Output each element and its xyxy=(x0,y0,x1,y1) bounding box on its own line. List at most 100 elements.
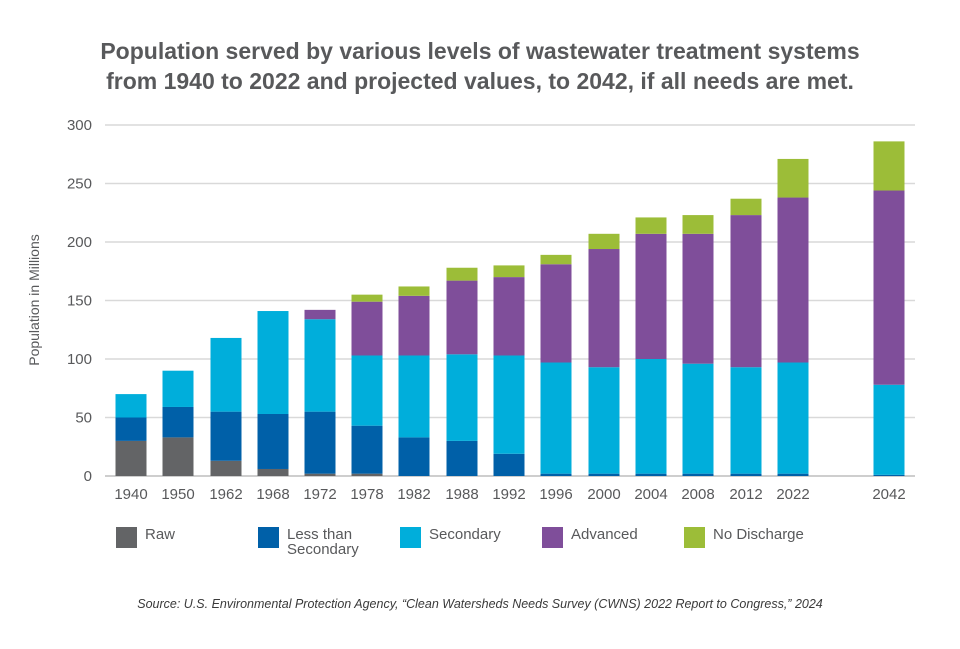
bar-segment-less-than-secondary-1982 xyxy=(398,437,430,476)
bar-segment-secondary-1950 xyxy=(162,370,194,407)
bar-segment-advanced-1988 xyxy=(446,280,478,355)
chart-title-line-1: Population served by various levels of w… xyxy=(100,38,860,64)
bar-segment-raw-1968 xyxy=(257,468,289,476)
y-tick-label: 100 xyxy=(67,351,92,368)
bar-segment-less-than-secondary-1972 xyxy=(304,411,336,474)
bar-segment-advanced-1972 xyxy=(304,309,336,320)
legend-item-advanced: Advanced xyxy=(542,527,638,548)
source-note: Source: U.S. Environmental Protection Ag… xyxy=(137,597,823,611)
legend-label-less-than-secondary: Less than Secondary xyxy=(287,526,359,558)
bar-segment-secondary-2008 xyxy=(682,363,714,474)
x-tick-label: 2012 xyxy=(729,486,762,503)
bar-segment-secondary-1992 xyxy=(493,355,525,454)
y-axis-label: Population in Millions xyxy=(26,234,42,366)
bar-segment-secondary-2022 xyxy=(777,362,809,474)
bar-segment-secondary-1968 xyxy=(257,311,289,414)
x-tick-label: 1968 xyxy=(256,486,289,503)
bar-segment-less-than-secondary-1950 xyxy=(162,406,194,438)
x-tick-label: 1982 xyxy=(397,486,430,503)
bar-segment-secondary-1978 xyxy=(351,355,383,426)
bar-segment-secondary-2012 xyxy=(730,367,762,474)
x-tick-label: 2004 xyxy=(634,486,667,503)
bar-segment-no-discharge-1988 xyxy=(446,267,478,281)
bar-segment-no-discharge-2012 xyxy=(730,198,762,216)
bar-segment-less-than-secondary-1962 xyxy=(210,411,242,461)
legend-item-less-than-secondary: Less than Secondary xyxy=(258,527,372,557)
x-tick-label: 2042 xyxy=(872,486,905,503)
legend-item-secondary: Secondary xyxy=(400,527,501,548)
legend-swatch-secondary xyxy=(400,527,421,548)
bar-segment-secondary-1972 xyxy=(304,319,336,412)
legend-item-no-discharge: No Discharge xyxy=(684,527,804,548)
bar-segment-less-than-secondary-2042 xyxy=(873,474,905,476)
legend-label-advanced: Advanced xyxy=(571,526,638,543)
legend-swatch-advanced xyxy=(542,527,563,548)
bar-segment-advanced-2012 xyxy=(730,215,762,368)
bar-segment-advanced-1992 xyxy=(493,277,525,356)
y-tick-label: 300 xyxy=(67,117,92,134)
bar-segment-secondary-2042 xyxy=(873,384,905,475)
bar-segment-less-than-secondary-2008 xyxy=(682,473,714,476)
bar-segment-less-than-secondary-1978 xyxy=(351,425,383,474)
y-tick-label: 150 xyxy=(67,293,92,310)
bar-segment-raw-1950 xyxy=(162,437,194,476)
bar-segment-raw-1972 xyxy=(304,473,336,476)
bar-segment-less-than-secondary-1968 xyxy=(257,413,289,469)
x-tick-label: 2000 xyxy=(587,486,620,503)
bar-segment-less-than-secondary-1992 xyxy=(493,453,525,476)
x-tick-label: 1988 xyxy=(445,486,478,503)
x-axis-ticks: 1940 1950 1962 1968 1972 1978 1982 1988 1992 1996… xyxy=(114,486,905,503)
y-axis-ticks: 0 50 100 150 200 250 300 xyxy=(67,117,92,485)
bar-segment-less-than-secondary-2004 xyxy=(635,473,667,476)
bar-segment-no-discharge-1982 xyxy=(398,286,430,296)
bar-segment-advanced-2000 xyxy=(588,249,620,368)
y-tick-label: 200 xyxy=(67,234,92,251)
bar-segment-secondary-1940 xyxy=(115,394,147,418)
chart-title: Population served by various levels of w… xyxy=(0,36,960,96)
bar-segment-no-discharge-2004 xyxy=(635,217,667,234)
y-tick-label: 250 xyxy=(67,176,92,193)
bar-segment-no-discharge-1996 xyxy=(540,254,572,265)
bar-segment-advanced-1982 xyxy=(398,295,430,356)
bar-segment-less-than-secondary-1988 xyxy=(446,440,478,476)
legend-label-secondary: Secondary xyxy=(429,526,501,543)
chart-title-line-2: from 1940 to 2022 and projected values, … xyxy=(106,68,854,94)
bar-segment-less-than-secondary-1940 xyxy=(115,417,147,441)
bar-segment-no-discharge-2000 xyxy=(588,233,620,250)
bar-segment-advanced-2008 xyxy=(682,233,714,364)
bar-segment-no-discharge-2042 xyxy=(873,141,905,191)
legend-swatch-raw xyxy=(116,527,137,548)
legend-item-raw: Raw xyxy=(116,527,175,548)
x-tick-label: 1962 xyxy=(209,486,242,503)
bar-segment-advanced-2004 xyxy=(635,233,667,359)
bar-segment-less-than-secondary-2022 xyxy=(777,473,809,476)
bar-segment-less-than-secondary-1996 xyxy=(540,473,572,476)
bar-segment-advanced-2022 xyxy=(777,197,809,363)
x-tick-label: 2022 xyxy=(776,486,809,503)
bar-segment-secondary-2004 xyxy=(635,359,667,474)
x-tick-label: 1992 xyxy=(492,486,525,503)
legend-label-raw: Raw xyxy=(145,526,176,543)
bar-segment-advanced-2042 xyxy=(873,190,905,385)
legend-swatch-less-than-secondary xyxy=(258,527,279,548)
bar-segment-no-discharge-2022 xyxy=(777,158,809,198)
bars xyxy=(115,141,905,476)
bar-segment-raw-1940 xyxy=(115,440,147,476)
x-tick-label: 2008 xyxy=(681,486,714,503)
x-tick-label: 1996 xyxy=(539,486,572,503)
x-tick-label: 1978 xyxy=(350,486,383,503)
y-tick-label: 50 xyxy=(75,410,92,427)
bar-segment-less-than-secondary-2000 xyxy=(588,473,620,476)
bar-segment-no-discharge-1992 xyxy=(493,265,525,278)
bar-segment-less-than-secondary-2012 xyxy=(730,473,762,476)
bar-segment-secondary-1962 xyxy=(210,337,242,412)
x-tick-label: 1972 xyxy=(303,486,336,503)
legend-swatch-no-discharge xyxy=(684,527,705,548)
bar-segment-no-discharge-2008 xyxy=(682,215,714,234)
bar-segment-advanced-1996 xyxy=(540,264,572,363)
bar-segment-secondary-2000 xyxy=(588,367,620,474)
bar-segment-raw-1978 xyxy=(351,473,383,476)
x-tick-label: 1940 xyxy=(114,486,147,503)
y-tick-label: 0 xyxy=(84,468,92,485)
